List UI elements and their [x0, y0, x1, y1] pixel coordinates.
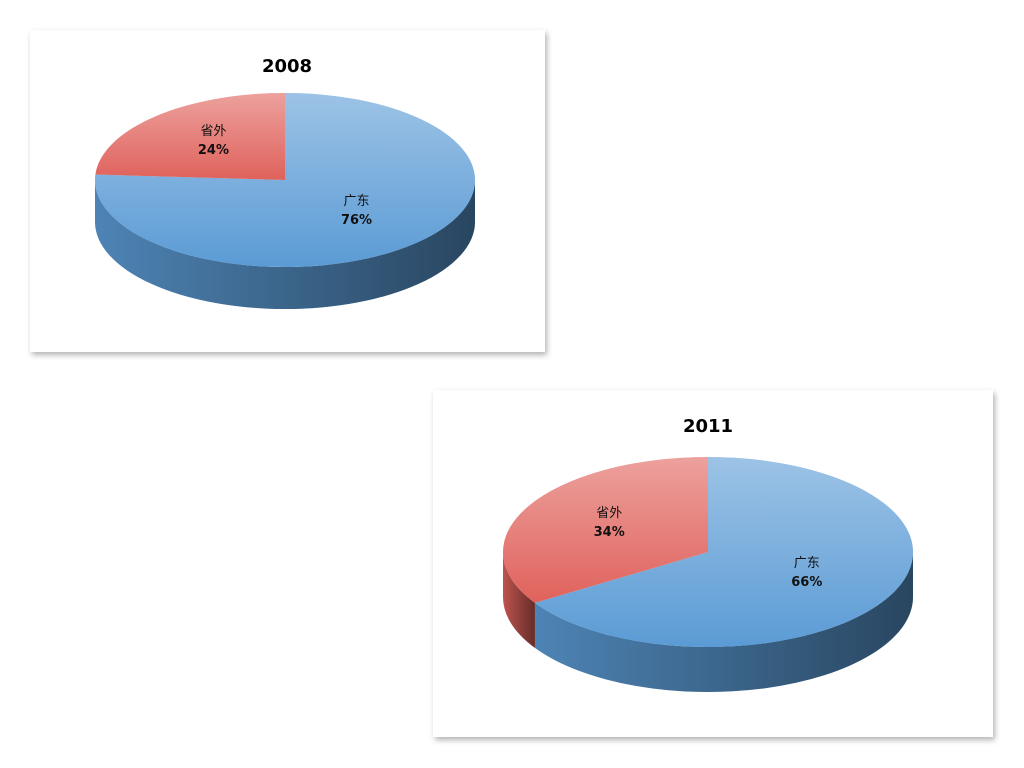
slice-value-label: 66% — [791, 575, 822, 590]
pie-slice-highlight — [534, 457, 913, 647]
slice-value-label: 76% — [341, 213, 372, 228]
slice-value-label: 24% — [198, 143, 229, 158]
chart-title: 2011 — [683, 416, 733, 437]
pie-slice-highlight — [95, 93, 285, 180]
slice-label: 省外 — [200, 124, 226, 139]
pie-side-shade — [503, 552, 535, 648]
pie-side-shade — [95, 180, 475, 309]
slice-label: 省外 — [596, 506, 622, 521]
chart-title: 2008 — [262, 56, 312, 77]
chart-card: 2008 广东 76% 省外 24% — [30, 30, 545, 352]
chart-card: 2011 广东 66% 省外 34% — [433, 390, 993, 737]
pie-side-shade — [534, 552, 913, 693]
slice-value-label: 34% — [594, 525, 625, 540]
pie-slice-highlight — [502, 457, 708, 603]
slice-label: 广东 — [794, 556, 820, 571]
slice-label: 广东 — [344, 194, 370, 209]
